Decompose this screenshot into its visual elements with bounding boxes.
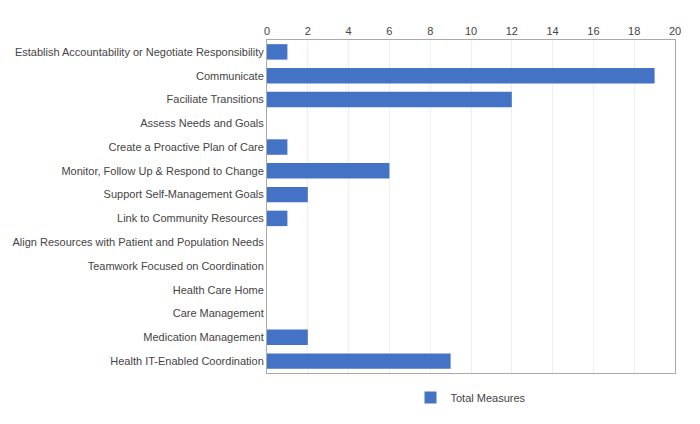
svg-text:6: 6 xyxy=(386,25,392,37)
svg-text:4: 4 xyxy=(346,25,352,37)
svg-text:Assess Needs and Goals: Assess Needs and Goals xyxy=(140,117,264,129)
svg-text:12: 12 xyxy=(506,25,518,37)
svg-text:Link to Community Resources: Link to Community Resources xyxy=(117,212,264,224)
svg-text:Monitor, Follow Up & Respond t: Monitor, Follow Up & Respond to Change xyxy=(61,165,263,177)
svg-text:16: 16 xyxy=(587,25,599,37)
svg-text:Align Resources with Patient a: Align Resources with Patient and Populat… xyxy=(12,236,264,248)
svg-text:Care Management: Care Management xyxy=(173,307,264,319)
svg-text:Total Measures: Total Measures xyxy=(451,392,526,404)
svg-text:Establish Accountability or Ne: Establish Accountability or Negotiate Re… xyxy=(15,46,264,58)
svg-text:8: 8 xyxy=(427,25,433,37)
svg-text:Communicate: Communicate xyxy=(196,70,264,82)
svg-text:Medication Management: Medication Management xyxy=(143,331,263,343)
svg-text:0: 0 xyxy=(264,25,270,37)
svg-text:18: 18 xyxy=(628,25,640,37)
svg-text:10: 10 xyxy=(465,25,477,37)
svg-text:Health IT-Enabled Coordination: Health IT-Enabled Coordination xyxy=(110,355,263,367)
svg-text:2: 2 xyxy=(305,25,311,37)
svg-text:Create a Proactive Plan of Car: Create a Proactive Plan of Care xyxy=(108,141,263,153)
svg-text:Support Self-Management Goals: Support Self-Management Goals xyxy=(104,188,265,200)
svg-text:Health Care Home: Health Care Home xyxy=(173,284,264,296)
svg-text:Faciliate Transitions: Faciliate Transitions xyxy=(167,93,265,105)
svg-text:Teamwork Focused on Coordinati: Teamwork Focused on Coordination xyxy=(88,260,264,272)
svg-text:14: 14 xyxy=(546,25,558,37)
svg-text:20: 20 xyxy=(669,25,681,37)
